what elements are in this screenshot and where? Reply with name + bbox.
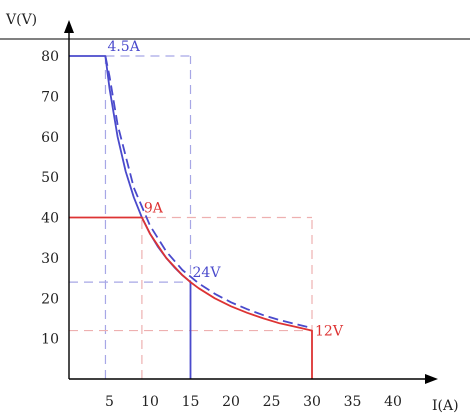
- y-axis-label: V(V): [5, 12, 37, 28]
- x-tick-label: 40: [384, 394, 402, 410]
- chart-series: [69, 55, 313, 379]
- x-axis-arrow: [425, 374, 438, 384]
- y-tick-label: 40: [41, 211, 59, 227]
- x-tick-label: 15: [182, 394, 200, 410]
- y-tick-label: 10: [41, 332, 59, 348]
- y-tick-label: 80: [41, 49, 59, 65]
- tick-labels: 10 20 30 40 50 60 70 80 5 10 15 20 25 30 35 40: [41, 49, 402, 410]
- x-tick-label: 10: [141, 394, 159, 410]
- y-tick-label: 20: [41, 291, 59, 307]
- y-tick-label: 60: [41, 130, 59, 146]
- y-tick-label: 30: [41, 251, 59, 267]
- x-tick-label: 25: [263, 394, 281, 410]
- chart-axes: [0, 20, 470, 384]
- x-tick-label: 5: [105, 394, 114, 410]
- x-tick-label: 30: [303, 394, 321, 410]
- blue-dashed-series-line: [104, 55, 313, 329]
- y-tick-label: 50: [41, 170, 59, 186]
- y-tick-label: 70: [41, 89, 59, 105]
- red-solid-series-line: [69, 216, 313, 379]
- x-tick-label: 35: [344, 394, 362, 410]
- y-axis-arrow: [64, 20, 74, 33]
- x-axis-label: I(A): [432, 398, 459, 414]
- x-tick-label: 20: [222, 394, 240, 410]
- annotation-label: 4.5A: [107, 39, 140, 55]
- annotation-label: 9A: [144, 201, 164, 217]
- annotation-label: 24V: [193, 265, 222, 281]
- annotations: 4.5A 9A 24V 12V: [107, 39, 343, 340]
- annotation-label: 12V: [315, 324, 344, 340]
